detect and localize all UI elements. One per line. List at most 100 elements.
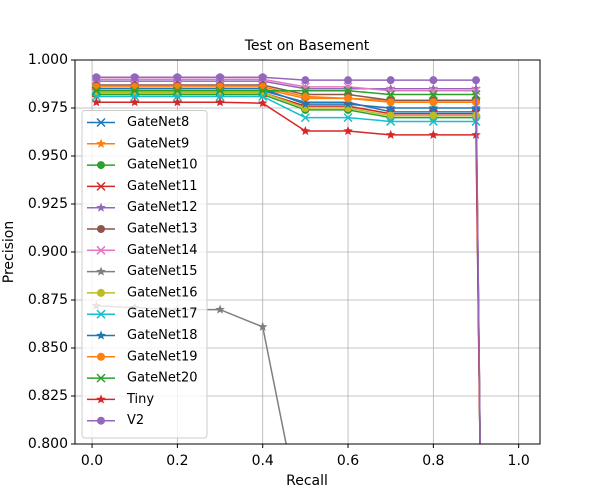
legend-label: Tiny: [126, 392, 154, 407]
marker: [97, 288, 105, 297]
marker: [96, 266, 106, 276]
marker: [97, 225, 105, 233]
marker: [173, 73, 182, 82]
marker: [130, 86, 140, 96]
marker: [257, 321, 268, 331]
marker: [300, 99, 311, 109]
marker: [97, 416, 105, 425]
marker: [343, 86, 353, 96]
legend-label: GateNet11: [127, 179, 198, 194]
marker: [343, 113, 353, 123]
marker: [96, 181, 106, 191]
marker: [386, 90, 396, 100]
marker: [429, 98, 438, 107]
marker: [91, 97, 102, 107]
x-tick-label: 0.2: [166, 453, 188, 469]
marker: [386, 116, 396, 126]
marker: [258, 86, 268, 96]
marker: [300, 126, 311, 136]
marker: [96, 330, 106, 340]
marker: [300, 113, 310, 123]
marker: [386, 76, 395, 85]
marker: [172, 97, 183, 107]
legend-label: GateNet12: [127, 200, 198, 215]
y-tick-label: 1.000: [28, 52, 68, 68]
marker: [215, 304, 225, 314]
y-tick-label: 0.975: [28, 100, 68, 116]
marker: [386, 111, 395, 120]
marker: [300, 82, 310, 92]
y-tick-label: 0.925: [28, 196, 68, 212]
legend-label: V2: [127, 413, 144, 428]
marker: [428, 103, 439, 113]
marker: [429, 76, 438, 85]
x-axis-label: Recall: [286, 473, 328, 489]
marker: [428, 86, 438, 96]
marker: [343, 82, 353, 92]
marker: [96, 394, 106, 404]
y-tick-label: 0.850: [28, 340, 68, 356]
y-tick-label: 0.900: [28, 244, 68, 260]
marker: [428, 90, 438, 100]
marker: [343, 83, 353, 93]
marker: [130, 73, 139, 82]
marker: [215, 86, 225, 96]
x-tick-label: 0.8: [422, 453, 444, 469]
y-axis-label: Precision: [1, 221, 17, 283]
marker: [385, 103, 396, 113]
marker: [300, 83, 311, 93]
legend-label: GateNet20: [127, 371, 198, 386]
marker: [343, 126, 353, 136]
marker: [97, 352, 105, 361]
legend-label: GateNet17: [127, 307, 198, 322]
marker: [301, 76, 310, 85]
marker: [386, 86, 396, 96]
ticks: 0.800 0.825 0.850 0.875 0.900 0.925 0.950 0.975…: [28, 52, 530, 469]
x-tick-label: 0.6: [337, 453, 359, 469]
legend-label: GateNet19: [127, 349, 198, 364]
marker: [428, 129, 439, 139]
marker: [96, 138, 106, 148]
legend-label: GateNet9: [127, 136, 189, 151]
marker: [96, 202, 106, 212]
marker: [428, 116, 438, 126]
legend: GateNet8 GateNet9 GateNet10 GateNet11 GateNe…: [81, 110, 208, 439]
y-tick-label: 0.800: [28, 436, 68, 452]
marker: [92, 73, 101, 82]
marker: [96, 117, 106, 128]
marker: [97, 161, 105, 170]
marker: [472, 76, 481, 85]
marker: [385, 83, 396, 93]
chart-title: Test on Basement: [244, 38, 370, 54]
marker: [96, 373, 106, 383]
marker: [258, 73, 267, 82]
legend-label: GateNet16: [127, 285, 198, 300]
marker: [428, 83, 439, 93]
legend-label: GateNet10: [127, 158, 198, 173]
marker: [386, 98, 395, 107]
marker: [344, 94, 353, 103]
marker: [385, 129, 396, 139]
legend-label: GateNet18: [127, 328, 198, 343]
y-tick-label: 0.875: [28, 292, 68, 308]
marker: [300, 86, 310, 96]
marker: [96, 309, 106, 319]
x-tick-label: 0.4: [252, 453, 274, 469]
marker: [344, 76, 353, 85]
plot-area: [91, 73, 481, 444]
marker: [91, 86, 101, 96]
legend-label: GateNet14: [127, 243, 198, 258]
marker: [429, 111, 438, 120]
legend-label: GateNet13: [127, 222, 198, 237]
legend-label: GateNet8: [127, 115, 189, 130]
legend-label: GateNet15: [127, 264, 198, 279]
marker: [96, 245, 106, 255]
y-tick-label: 0.825: [28, 388, 68, 404]
marker: [216, 73, 225, 82]
marker: [257, 98, 268, 108]
marker: [215, 97, 225, 107]
marker: [301, 92, 310, 101]
x-tick-label: 1.0: [508, 453, 530, 469]
marker: [129, 97, 140, 107]
